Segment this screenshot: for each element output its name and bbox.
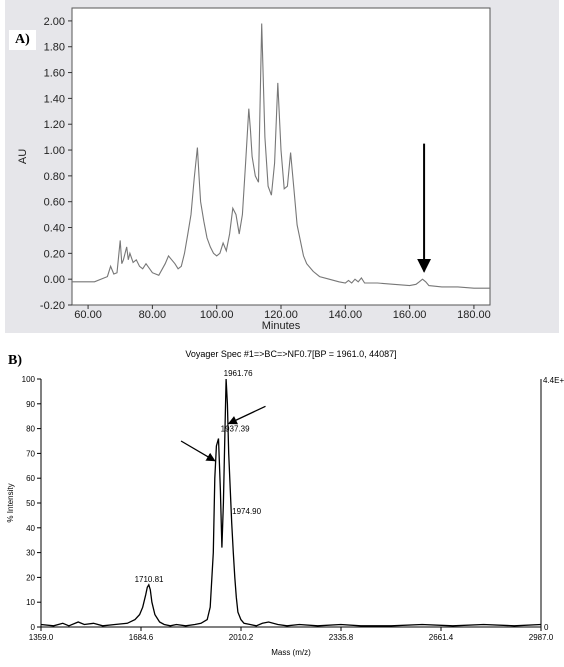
peak-arrow: [227, 405, 266, 425]
y-tick-label: 1.40: [44, 93, 65, 105]
spectrum-trace: [40, 378, 542, 627]
x-tick-label: 2335.8: [329, 633, 354, 642]
y-tick-label: 100: [22, 375, 36, 384]
chart-panel-b: B) Voyager Spec #1=>BC=>NF0.7[BP = 1961.…: [0, 343, 564, 662]
x-tick-label: 120.00: [264, 309, 298, 321]
x-tick-label: 2010.2: [229, 633, 254, 642]
x-tick-label: 1359.0: [29, 633, 54, 642]
peak-label: 1974.90: [232, 507, 261, 516]
y-tick-label: 0.80: [44, 171, 65, 183]
y-axis-label: % Intensity: [6, 483, 15, 522]
peak-label: 1710.81: [135, 575, 164, 584]
right-axis-bottom-label: 0: [544, 623, 549, 632]
chart-title: Voyager Spec #1=>BC=>NF0.7[BP = 1961.0, …: [185, 349, 396, 359]
y-tick-label: 80: [26, 425, 35, 434]
x-axis-label: Minutes: [262, 320, 301, 332]
chart-panel-a: A) -0.20 0.00 0.20 0.40 0.60 0.80 1.00 1.20 1.40…: [5, 0, 559, 333]
y-axis-label: AU: [17, 149, 29, 164]
peak-label: 1961.76: [224, 369, 253, 378]
y-tick-label: 1.60: [44, 68, 65, 80]
peak-arrow: [180, 440, 216, 462]
y-tick-label: 40: [26, 524, 35, 533]
y-tick-label: 90: [26, 400, 35, 409]
x-axis-label: Mass (m/z): [271, 648, 311, 657]
y-tick-label: 30: [26, 549, 35, 558]
x-tick-label: 160.00: [393, 309, 427, 321]
x-tick-label: 60.00: [74, 309, 102, 321]
x-tick-label: 180.00: [457, 309, 491, 321]
y-tick-label: 1.20: [44, 119, 65, 131]
y-tick-label: 0.40: [44, 223, 65, 235]
x-tick-label: 140.00: [328, 309, 362, 321]
y-tick-label: 0: [31, 623, 36, 632]
panel-a-label: A): [9, 30, 36, 50]
x-tick-label: 80.00: [139, 309, 167, 321]
x-tick-label: 1684.6: [129, 633, 154, 642]
chromatogram-chart: -0.20 0.00 0.20 0.40 0.60 0.80 1.00 1.20 1.40 1.6…: [17, 7, 491, 332]
x-tick-label: 2987.0: [529, 633, 554, 642]
y-tick-label: 70: [26, 449, 35, 458]
y-tick-label: 1.80: [44, 42, 65, 54]
peak-label: 1937.39: [221, 425, 250, 434]
y-tick-label: -0.20: [40, 300, 65, 312]
y-tick-label: 0.60: [44, 197, 65, 209]
x-tick-label: 100.00: [200, 309, 234, 321]
x-tick-label: 2661.4: [429, 633, 454, 642]
right-axis-top-label: 4.4E+4: [543, 376, 564, 385]
y-tick-label: 50: [26, 499, 35, 508]
y-tick-label: 0.20: [44, 248, 65, 260]
y-tick-label: 60: [26, 474, 35, 483]
y-tick-label: 0.00: [44, 274, 65, 286]
y-tick-label: 10: [26, 598, 35, 607]
panel-b-label: B): [8, 353, 22, 368]
mass-spectrum-chart: Voyager Spec #1=>BC=>NF0.7[BP = 1961.0, …: [6, 349, 564, 657]
y-tick-label: 1.00: [44, 145, 65, 157]
chromatogram-trace: [72, 23, 490, 289]
y-tick-label: 2.00: [44, 16, 65, 28]
y-tick-label: 20: [26, 573, 35, 582]
